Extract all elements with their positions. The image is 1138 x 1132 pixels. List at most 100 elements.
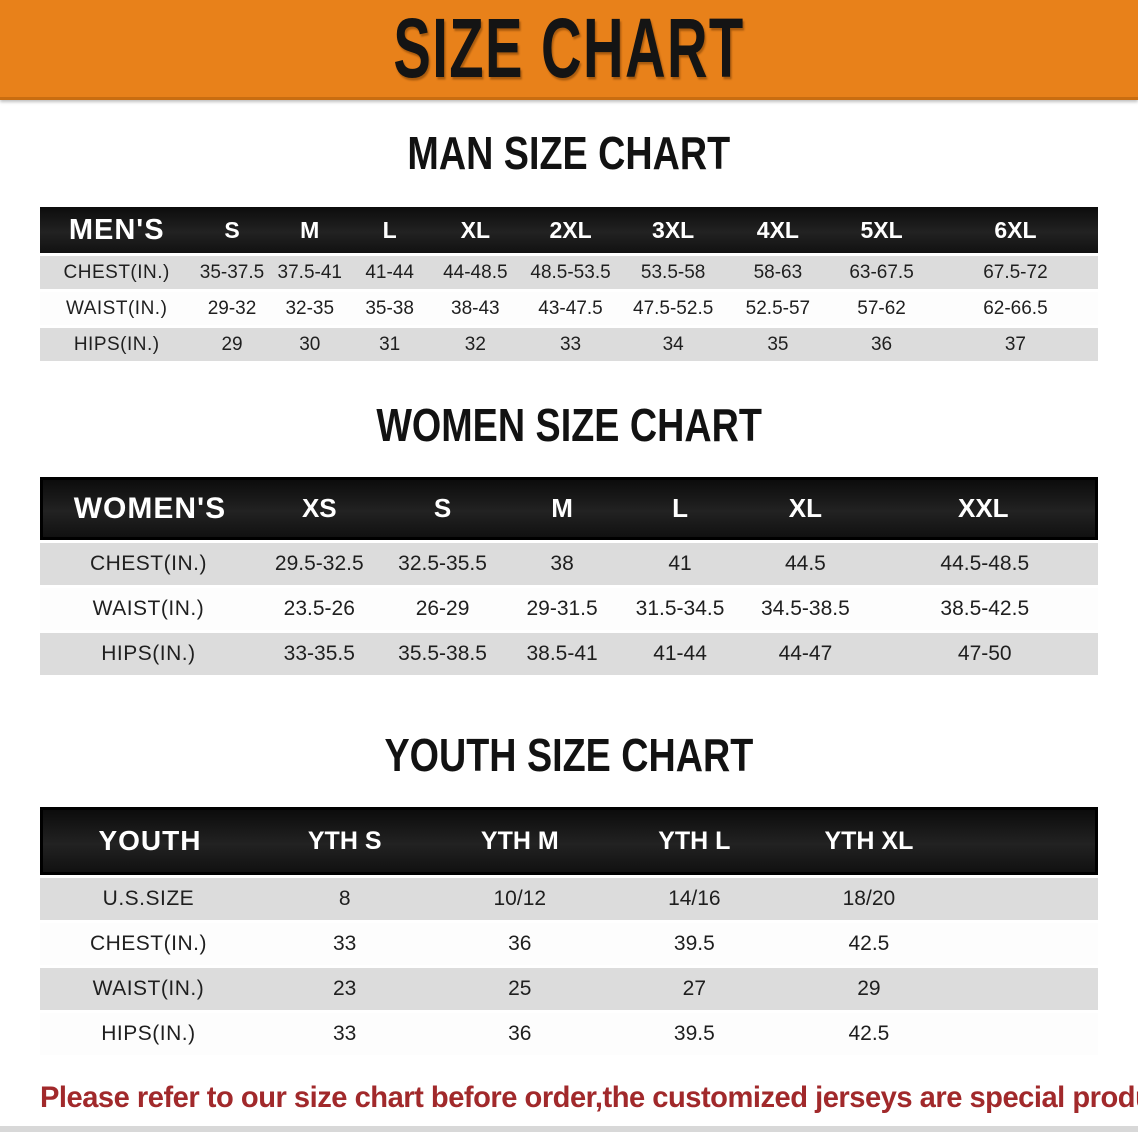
size-column-header: XL <box>739 477 872 540</box>
table-row: HIPS(IN.) 29 30 31 32 33 34 35 36 37 <box>40 328 1098 361</box>
table-row: HIPS(IN.) 33-35.5 35.5-38.5 38.5-41 41-44 44-… <box>40 633 1098 675</box>
row-label: WAIST(IN.) <box>40 292 194 325</box>
size-value-cell: 33 <box>256 1013 433 1055</box>
row-label: CHEST(IN.) <box>40 543 257 585</box>
size-column-header: L <box>348 207 431 253</box>
row-label: WAIST(IN.) <box>40 588 257 630</box>
bottom-edge-strip <box>0 1126 1138 1132</box>
size-value-cell: 36 <box>830 328 933 361</box>
size-value-cell: 31 <box>348 328 431 361</box>
size-value-cell: 62-66.5 <box>932 292 1098 325</box>
size-value-cell: 52.5-57 <box>725 292 831 325</box>
size-value-cell: 32-35 <box>270 292 349 325</box>
size-value-cell: 27 <box>607 968 782 1010</box>
row-label: CHEST(IN.) <box>40 256 194 289</box>
size-column-header: 2XL <box>520 207 621 253</box>
banner: SIZE CHART <box>0 0 1138 100</box>
size-column-header: S <box>381 477 504 540</box>
size-column-header: S <box>193 207 271 253</box>
size-column-header: XL <box>430 207 521 253</box>
size-value-cell: 57-62 <box>830 292 933 325</box>
size-column-header: XS <box>256 477 382 540</box>
size-value-cell: 34 <box>620 328 726 361</box>
size-value-cell: 41 <box>620 543 740 585</box>
size-column-header: 3XL <box>620 207 726 253</box>
table-row: WAIST(IN.) 23 25 27 29 <box>40 968 1098 1010</box>
size-value-cell: 23 <box>256 968 433 1010</box>
size-value-cell: 29 <box>193 328 271 361</box>
size-value-cell: 31.5-34.5 <box>620 588 740 630</box>
size-value-cell: 67.5-72 <box>932 256 1098 289</box>
size-column-header: YTH S <box>256 807 433 875</box>
table-row: CHEST(IN.) 35-37.5 37.5-41 41-44 44-48.5 48.5… <box>40 256 1098 289</box>
size-value-cell: 33 <box>256 923 433 965</box>
size-value-cell: 38-43 <box>430 292 521 325</box>
size-column-header: M <box>503 477 621 540</box>
size-column-header: M <box>270 207 349 253</box>
size-value-cell: 18/20 <box>781 878 957 920</box>
men-size-table: MEN'S S M L XL 2XL 3XL 4XL 5XL 6XL CHEST(IN.) 35-37… <box>40 204 1098 364</box>
row-spacer <box>956 1013 1098 1055</box>
size-value-cell: 37.5-41 <box>270 256 349 289</box>
table-group-label: YOUTH <box>40 807 257 875</box>
youth-size-table: YOUTH YTH S YTH M YTH L YTH XL U.S.SIZE 8 10/12… <box>40 804 1098 1058</box>
size-column-header: 4XL <box>725 207 831 253</box>
size-value-cell: 63-67.5 <box>830 256 933 289</box>
row-label: HIPS(IN.) <box>40 1013 257 1055</box>
size-value-cell: 58-63 <box>725 256 831 289</box>
page-title: SIZE CHART <box>393 0 745 96</box>
size-value-cell: 33-35.5 <box>256 633 382 675</box>
size-value-cell: 44.5 <box>739 543 872 585</box>
size-column-header: 5XL <box>830 207 933 253</box>
row-spacer <box>956 968 1098 1010</box>
row-label: HIPS(IN.) <box>40 328 194 361</box>
size-value-cell: 36 <box>432 1013 608 1055</box>
row-label: CHEST(IN.) <box>40 923 257 965</box>
size-value-cell: 42.5 <box>781 923 957 965</box>
size-value-cell: 38.5-42.5 <box>871 588 1098 630</box>
size-value-cell: 34.5-38.5 <box>739 588 872 630</box>
size-value-cell: 26-29 <box>381 588 504 630</box>
size-value-cell: 23.5-26 <box>256 588 382 630</box>
youth-section-heading: YOUTH SIZE CHART <box>384 729 754 781</box>
women-section-heading: WOMEN SIZE CHART <box>376 399 762 451</box>
row-label: WAIST(IN.) <box>40 968 257 1010</box>
men-section-heading: MAN SIZE CHART <box>407 127 731 179</box>
size-value-cell: 44.5-48.5 <box>871 543 1098 585</box>
size-value-cell: 29.5-32.5 <box>256 543 382 585</box>
table-row: CHEST(IN.) 33 36 39.5 42.5 <box>40 923 1098 965</box>
size-value-cell: 29 <box>781 968 957 1010</box>
header-spacer <box>956 807 1098 875</box>
row-spacer <box>956 878 1098 920</box>
size-value-cell: 39.5 <box>607 1013 782 1055</box>
size-value-cell: 29-31.5 <box>503 588 621 630</box>
size-value-cell: 30 <box>270 328 349 361</box>
table-row: U.S.SIZE 8 10/12 14/16 18/20 <box>40 878 1098 920</box>
table-group-label: WOMEN'S <box>40 477 257 540</box>
size-value-cell: 25 <box>432 968 608 1010</box>
size-value-cell: 48.5-53.5 <box>520 256 621 289</box>
size-value-cell: 44-47 <box>739 633 872 675</box>
size-value-cell: 38 <box>503 543 621 585</box>
table-header-row: YOUTH YTH S YTH M YTH L YTH XL <box>40 807 1098 875</box>
size-value-cell: 14/16 <box>607 878 782 920</box>
size-value-cell: 41-44 <box>620 633 740 675</box>
size-value-cell: 42.5 <box>781 1013 957 1055</box>
table-group-label: MEN'S <box>40 207 194 253</box>
size-value-cell: 41-44 <box>348 256 431 289</box>
size-table: WOMEN'S XS S M L XL XXL CHEST(IN.) 29.5-32.5 32.5… <box>40 474 1098 678</box>
size-column-header: 6XL <box>932 207 1098 253</box>
size-table: YOUTH YTH S YTH M YTH L YTH XL U.S.SIZE 8 10/12… <box>40 804 1098 1058</box>
row-spacer <box>956 923 1098 965</box>
size-value-cell: 35.5-38.5 <box>381 633 504 675</box>
size-value-cell: 32 <box>430 328 521 361</box>
size-value-cell: 32.5-35.5 <box>381 543 504 585</box>
size-column-header: YTH XL <box>781 807 957 875</box>
table-header-row: WOMEN'S XS S M L XL XXL <box>40 477 1098 540</box>
row-label: U.S.SIZE <box>40 878 257 920</box>
size-table: MEN'S S M L XL 2XL 3XL 4XL 5XL 6XL CHEST(IN.) 35-37… <box>40 204 1098 364</box>
size-column-header: YTH M <box>432 807 608 875</box>
size-value-cell: 47.5-52.5 <box>620 292 726 325</box>
size-value-cell: 43-47.5 <box>520 292 621 325</box>
